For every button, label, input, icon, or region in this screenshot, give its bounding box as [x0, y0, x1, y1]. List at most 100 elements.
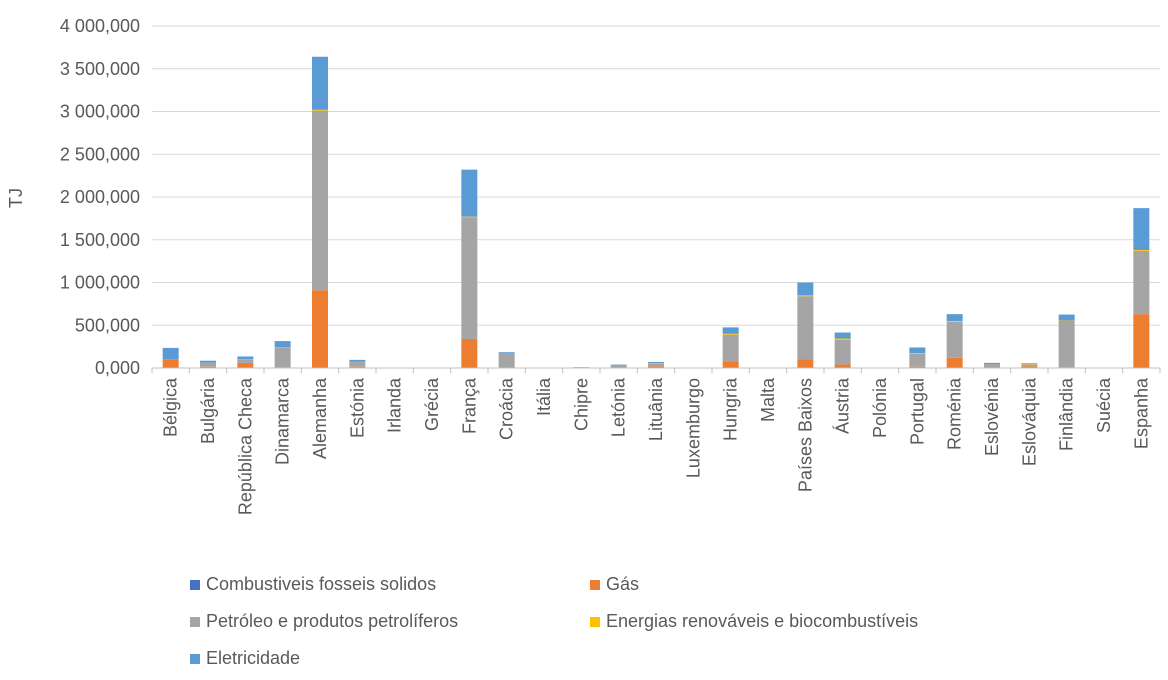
bar-segment — [461, 217, 478, 339]
y-tick-label: 2 000,000 — [60, 187, 140, 207]
y-tick-label: 4 000,000 — [60, 16, 140, 36]
legend-item-petroleo: Petróleo e produtos petrolíferos — [190, 611, 590, 632]
x-tick-label: Irlanda — [385, 377, 405, 433]
bar-segment — [312, 109, 328, 111]
bar-segment — [312, 110, 328, 291]
bar-segment — [797, 282, 814, 296]
x-tick-label: França — [459, 377, 479, 434]
x-tick-label: Malta — [758, 377, 778, 422]
bar-segment — [909, 366, 926, 368]
bar-segment — [984, 364, 1000, 368]
bar-segment — [461, 169, 478, 217]
bar-segment — [648, 362, 664, 364]
bar-segment — [461, 338, 478, 368]
bar-segment — [498, 352, 515, 354]
bar-segment — [312, 56, 328, 110]
bar-segment — [498, 353, 515, 368]
x-tick-label: Eslovénia — [982, 377, 1002, 456]
legend-label: Gás — [606, 574, 640, 594]
x-tick-label: Bélgica — [161, 377, 181, 437]
legend-label: Eletricidade — [206, 648, 301, 668]
bar-segment — [1058, 320, 1075, 368]
bar-segment — [909, 353, 926, 367]
bar-segment — [349, 366, 366, 368]
gridlines — [152, 25, 1160, 326]
bar-segment — [834, 339, 851, 365]
bar-segment — [461, 216, 478, 218]
y-tick-label: 500,000 — [75, 315, 140, 335]
x-tick-label: Letónia — [609, 377, 629, 437]
legend-row: Eletricidade — [190, 640, 1090, 677]
bar-segment — [834, 338, 851, 340]
x-tick-label: Suécia — [1094, 377, 1114, 433]
legend-item-gas: Gás — [590, 574, 990, 595]
bar-segment — [946, 314, 963, 321]
bar-segment — [200, 362, 216, 367]
bar-segment — [797, 296, 814, 360]
bar-segment — [312, 290, 328, 368]
x-tick-label: Luxemburgo — [683, 378, 703, 478]
bar-segment — [946, 357, 963, 368]
y-tick-label: 1 500,000 — [60, 230, 140, 250]
legend-label: Energias renováveis e biocombustíveis — [606, 611, 919, 631]
bar-segment — [946, 321, 963, 358]
bar-segment — [722, 334, 739, 362]
bar-segment — [984, 362, 1000, 365]
x-tick-label: Finlândia — [1057, 377, 1077, 451]
bar-segment — [648, 366, 664, 368]
x-tick-label: Chipre — [571, 378, 591, 431]
bar-segment — [1021, 366, 1038, 368]
x-tick-label: Estónia — [347, 377, 367, 438]
x-tick-label: Croácia — [497, 377, 517, 440]
y-tick-label: 2 500,000 — [60, 144, 140, 164]
x-tick-label: Bulgária — [198, 377, 218, 444]
bar-segment — [162, 347, 179, 360]
bar-segment — [237, 362, 254, 368]
x-tick-label: Países Baixos — [795, 378, 815, 492]
legend-item-eletricidade: Eletricidade — [190, 648, 590, 669]
stacked-bar-chart: 0,000 500,000 1 000,000 1 500,000 2 000,000 2… — [6, 16, 1161, 515]
bar-segment — [1058, 314, 1075, 321]
bar-segment — [834, 364, 851, 368]
legend: Combustiveis fosseis solidos Gás Petróle… — [190, 566, 1090, 677]
bar-segment — [1021, 364, 1038, 367]
x-tick-label: Portugal — [907, 378, 927, 445]
x-tick-label: Itália — [534, 377, 554, 416]
x-tick-label: Áustria — [833, 377, 853, 434]
legend-item-renovaveis: Energias renováveis e biocombustíveis — [590, 611, 990, 632]
x-tick-label: Hungria — [721, 377, 741, 441]
y-tick-label: 3 000,000 — [60, 102, 140, 122]
bar-segment — [909, 353, 926, 354]
bar-segment — [237, 359, 254, 363]
bar-segment — [237, 356, 254, 360]
legend-swatch — [190, 616, 200, 627]
bar-segment — [200, 366, 216, 368]
x-tick-label: Roménia — [945, 377, 965, 450]
legend-row: Petróleo e produtos petrolíferos Energia… — [190, 603, 1090, 640]
bars — [162, 56, 1150, 368]
bar-segment — [349, 359, 366, 362]
y-axis-title: TJ — [6, 188, 26, 208]
bar-segment — [1133, 208, 1150, 251]
bar-segment — [797, 359, 814, 368]
bar-segment — [797, 295, 814, 297]
x-tick-label: Grécia — [422, 377, 442, 431]
bar-segment — [1133, 314, 1150, 368]
y-tick-label: 0,000 — [95, 358, 140, 378]
x-tick-label: Lituânia — [646, 377, 666, 441]
bar-segment — [162, 359, 179, 368]
x-tick-label: Polónia — [870, 377, 890, 438]
bar-segment — [610, 365, 627, 368]
legend-row: Combustiveis fosseis solidos Gás — [190, 566, 1090, 603]
bar-segment — [722, 333, 739, 335]
bar-segment — [1133, 250, 1150, 315]
x-tick-label: República Checa — [235, 377, 255, 515]
x-tick-label: Eslováquia — [1019, 377, 1039, 466]
bar-segment — [1021, 363, 1038, 365]
bar-segment — [834, 332, 851, 339]
bar-segment — [1133, 250, 1150, 251]
bar-segment — [274, 347, 291, 368]
bar-segment — [648, 363, 664, 367]
y-tick-label: 3 500,000 — [60, 59, 140, 79]
